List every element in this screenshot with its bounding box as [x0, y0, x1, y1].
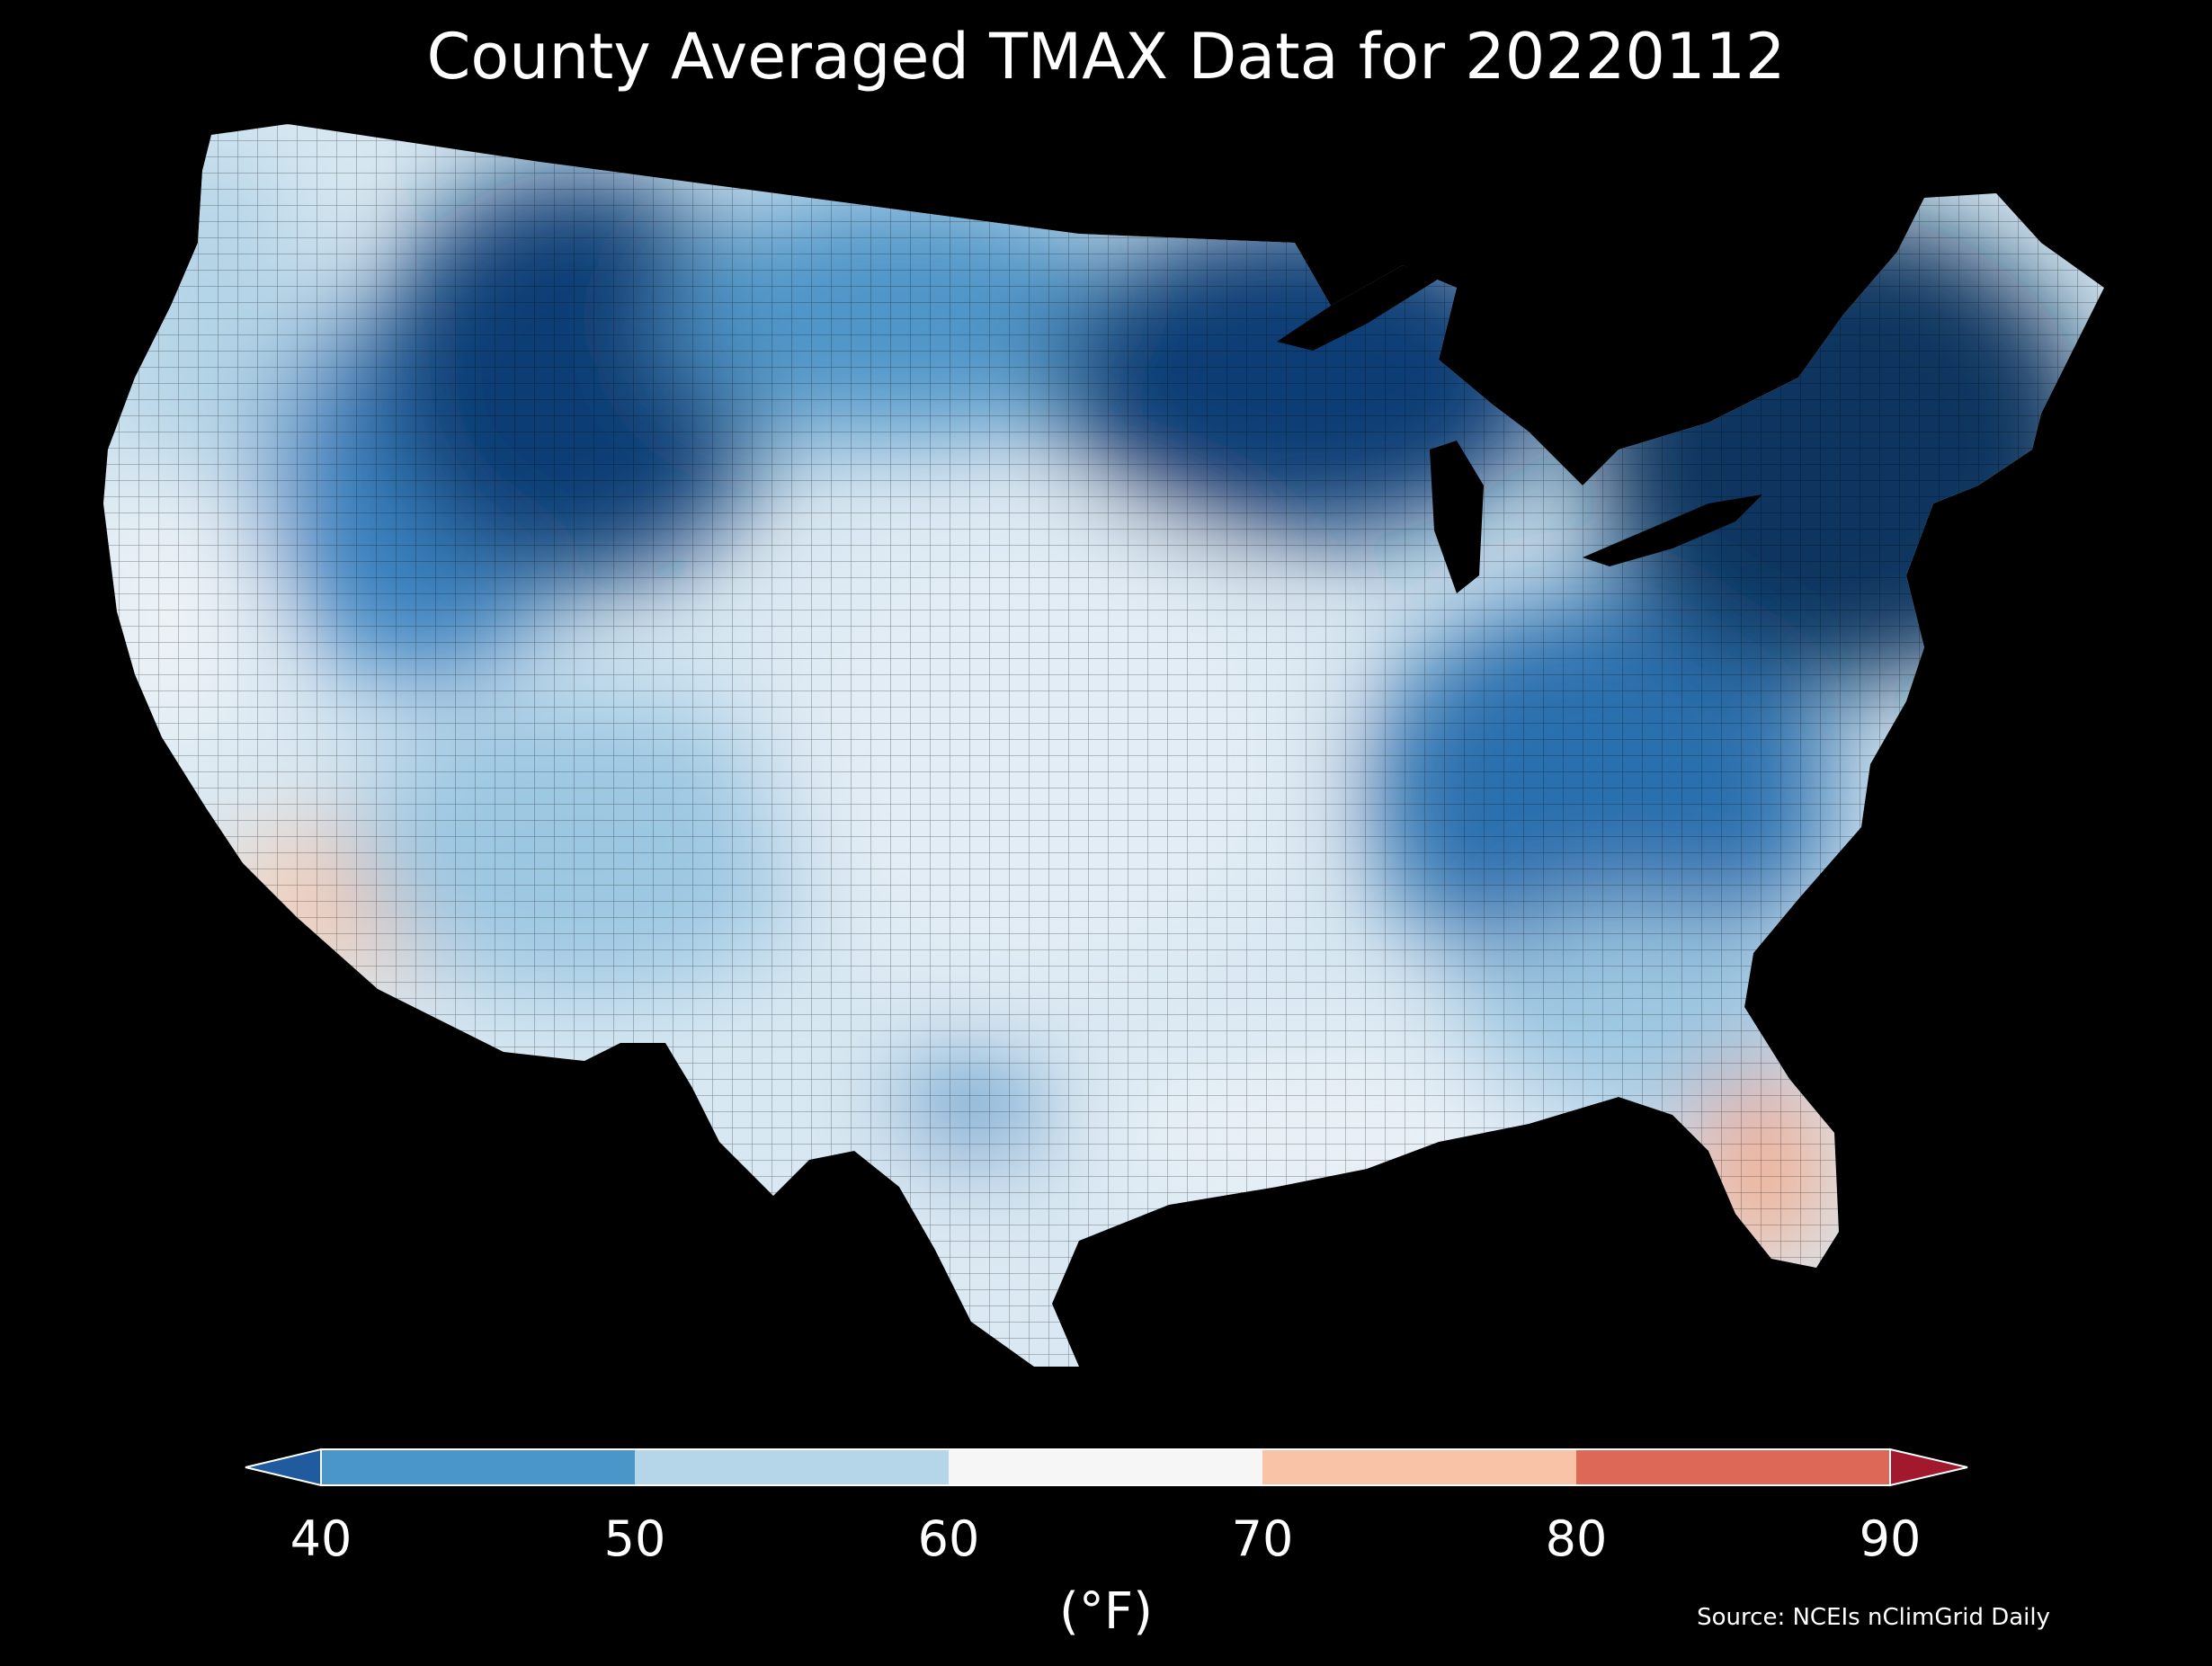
colorbar-tick-40: 40	[290, 1510, 352, 1567]
colorbar	[0, 1439, 2212, 1519]
colorbar-tick-70: 70	[1231, 1510, 1294, 1567]
lake-michigan	[1430, 441, 1484, 593]
colorbar-bin-50-60	[635, 1449, 949, 1485]
colorbar-tick-60: 60	[917, 1510, 980, 1567]
colorbar-tick-80: 80	[1545, 1510, 1608, 1567]
map-title: County Averaged TMAX Data for 20220112	[426, 20, 1786, 94]
colorbar-bin-80-90	[1576, 1449, 1890, 1485]
colorbar-bin-70-80	[1262, 1449, 1576, 1485]
colorbar-tick-50: 50	[603, 1510, 666, 1567]
colorbar-bin-40-50	[321, 1449, 635, 1485]
colorbar-bin-60-70	[949, 1449, 1262, 1485]
county-borders	[103, 124, 2104, 1367]
colorbar-svg	[245, 1448, 1968, 1487]
source-credit: Source: NCEIs nClimGrid Daily	[1697, 1604, 2050, 1631]
lake-erie-ontario	[1583, 494, 1762, 566]
colorbar-outline	[320, 1448, 1891, 1486]
us-county-map	[103, 124, 2104, 1367]
colorbar-over-arrow	[1889, 1448, 1968, 1487]
colorbar-tick-90: 90	[1859, 1510, 1922, 1567]
lake-superior	[1277, 265, 1439, 351]
colorbar-units-label: (°F)	[1059, 1582, 1153, 1641]
colorbar-under-arrow	[245, 1448, 322, 1487]
map-panel	[0, 108, 2212, 1385]
